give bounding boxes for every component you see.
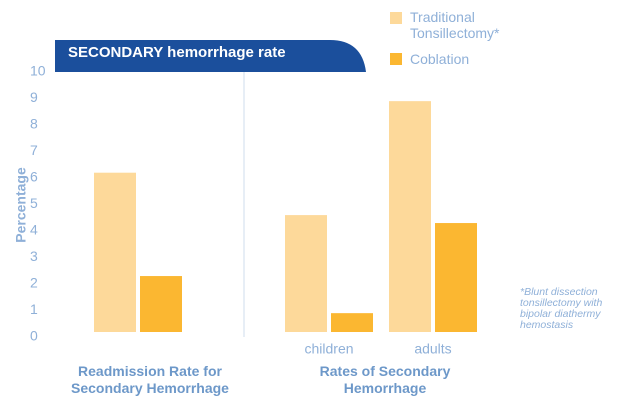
legend-label: Traditional Tonsillectomy*: [410, 9, 500, 41]
legend-swatch: [390, 53, 402, 65]
x-tick-label: adults: [414, 341, 451, 357]
bar: [285, 215, 327, 332]
y-tick-label: 10: [30, 63, 46, 79]
y-tick-label: 8: [30, 116, 38, 132]
bar: [435, 223, 477, 332]
y-tick-label: 1: [30, 301, 38, 317]
legend-label: Coblation: [410, 51, 470, 67]
y-tick-label: 6: [30, 169, 38, 185]
title-banner: [55, 40, 366, 72]
bar: [140, 276, 182, 332]
y-tick-label: 5: [30, 195, 38, 211]
legend-swatch: [390, 12, 402, 24]
y-tick-label: 2: [30, 275, 38, 291]
x-tick-label: children: [304, 341, 353, 357]
bar: [389, 101, 431, 333]
bar: [331, 313, 373, 332]
bar: [94, 172, 136, 332]
y-tick-label: 9: [30, 89, 38, 105]
y-tick-label: 0: [30, 328, 38, 344]
y-tick-label: 4: [30, 222, 38, 238]
y-tick-label: 3: [30, 248, 38, 264]
group-label: Readmission Rate for Secondary Hemorrhag…: [71, 363, 229, 396]
y-tick-label: 7: [30, 142, 38, 158]
y-axis-label: Percentage: [13, 167, 29, 243]
footnote: *Blunt dissection tonsillectomy with bip…: [520, 286, 603, 331]
chart-title: SECONDARY hemorrhage rate: [68, 44, 286, 61]
group-label: Rates of Secondary Hemorrhage: [319, 363, 451, 396]
